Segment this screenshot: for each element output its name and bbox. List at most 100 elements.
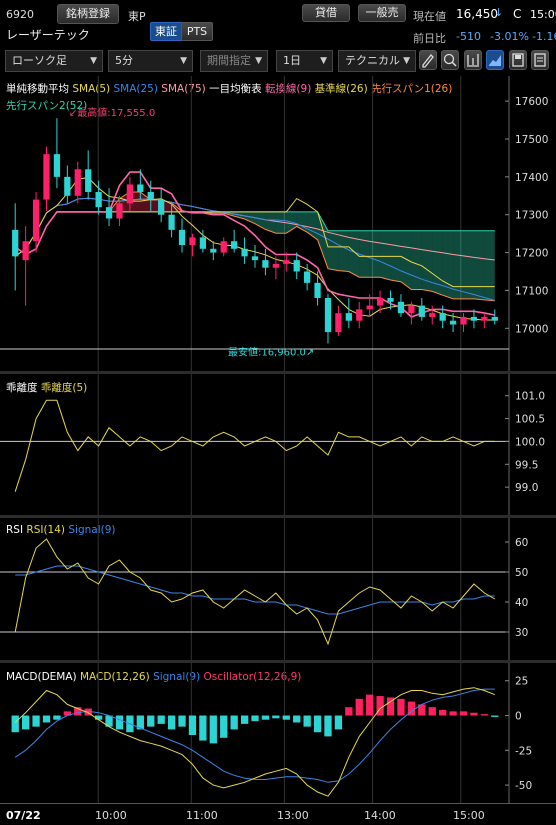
- panel-divider[interactable]: [0, 660, 556, 663]
- candle: [376, 298, 384, 306]
- candle: [147, 192, 154, 200]
- axis-tick-label: 17400: [515, 172, 548, 184]
- ichimoku-cloud: [348, 230, 360, 278]
- axis-tick-label: 100.5: [515, 414, 545, 426]
- axis-tick-label: 0: [515, 711, 522, 723]
- macd-legend: MACD(DEMA) MACD(12,26) Signal(9) Oscilla…: [6, 671, 301, 683]
- ichimoku-cloud: [484, 230, 495, 301]
- candle: [178, 229, 186, 245]
- rsi-panel[interactable]: RSI RSI(14) Signal(9) 60 50 40 30: [0, 518, 556, 660]
- candle: [449, 320, 457, 325]
- axis-tick-label: 60: [515, 537, 528, 549]
- deviation-legend: 乖離度 乖離度(5): [6, 380, 87, 395]
- macd-panel[interactable]: MACD(DEMA) MACD(12,26) Signal(9) Oscilla…: [0, 663, 556, 803]
- candle: [241, 248, 248, 257]
- oscillator-bar: [230, 715, 238, 730]
- change-label: 前日比: [413, 32, 446, 45]
- time-tick: 15:00: [453, 809, 485, 822]
- zoom-icon[interactable]: [441, 50, 459, 70]
- ichimoku-cloud: [338, 230, 349, 272]
- oscillator-bar: [282, 715, 290, 720]
- oscillator-bar: [345, 707, 353, 716]
- oscillator-bar: [105, 715, 113, 727]
- oscillator-bar: [261, 715, 270, 720]
- oscillator-bar: [147, 715, 155, 727]
- candle: [64, 176, 71, 196]
- interval-select[interactable]: 5分 ▼: [108, 50, 193, 72]
- oscillator-bar: [251, 715, 259, 722]
- oscillator-bar: [334, 715, 343, 730]
- ichimoku-cloud: [473, 230, 485, 300]
- price-chart[interactable]: 17600 17500 17400 17300 17200 17100 17000 ↙最高値:…: [0, 76, 556, 371]
- candle: [22, 241, 29, 261]
- deviation-chart[interactable]: 101.0 100.5 100.0 99.5 99.0: [0, 374, 556, 515]
- axis-tick-label: 99.5: [515, 459, 538, 471]
- period-value: 期間指定: [207, 54, 251, 67]
- candle: [43, 154, 50, 200]
- change-percent: -3.01%: [490, 30, 529, 43]
- oscillator-bar: [293, 715, 301, 723]
- candle: [366, 305, 373, 310]
- ichimoku-cloud: [380, 230, 391, 281]
- oscillator-bar: [115, 715, 124, 730]
- period-select[interactable]: 期間指定 ▼: [200, 50, 268, 72]
- chevron-down-icon: ▼: [255, 56, 262, 66]
- oscillator-bar: [491, 715, 499, 717]
- candle: [314, 282, 321, 298]
- price-panel[interactable]: 単純移動平均 SMA(5) SMA(25) SMA(75) 一目均衡表 転換線(…: [0, 76, 556, 371]
- compare-icon[interactable]: [464, 50, 482, 70]
- header: 6920 銘柄登録 東P 東証 PTS レーザーテック 貸借 一般売 現在値 1…: [0, 0, 556, 48]
- candle: [481, 316, 488, 321]
- ichimoku-cloud: [265, 211, 276, 234]
- line-chart-icon[interactable]: [486, 50, 504, 70]
- legend-item: Signal(9): [68, 524, 116, 536]
- oscillator-bar: [157, 715, 165, 724]
- candle: [189, 237, 196, 245]
- ichimoku-cloud: [317, 211, 328, 269]
- oscillator-bar: [459, 711, 468, 716]
- panel-divider[interactable]: [0, 515, 556, 518]
- oscillator-bar: [386, 697, 395, 716]
- date-label: 07/22: [6, 809, 41, 822]
- panel-divider[interactable]: [0, 371, 556, 374]
- settings-icon[interactable]: [531, 50, 549, 70]
- legend-item: 基準線(26): [314, 83, 368, 95]
- legend-item: 単純移動平均: [6, 83, 69, 95]
- axis-tick-label: 17500: [515, 134, 548, 146]
- candle: [293, 260, 300, 272]
- legend-item: 乖離度(5): [40, 382, 88, 394]
- macd-chart[interactable]: 25 0 -25 -50: [0, 663, 556, 803]
- ichimoku-cloud: [453, 230, 464, 299]
- oscillator-bar: [74, 707, 82, 716]
- oscillator-bar: [178, 715, 186, 727]
- candle: [460, 316, 467, 325]
- axis-tick-label: 101.0: [515, 391, 545, 403]
- tab-pts[interactable]: PTS: [181, 22, 213, 41]
- candle: [283, 260, 290, 264]
- candle: [95, 192, 102, 208]
- ichimoku-cloud: [244, 211, 255, 224]
- oscillator-bar: [418, 704, 426, 716]
- high-annotation: ↙最高値:17,555.0: [69, 106, 155, 119]
- candle: [251, 256, 259, 261]
- watchlist-button[interactable]: 銘柄登録: [57, 4, 119, 24]
- legend-item: 先行スパン1(26): [371, 83, 453, 95]
- deviation-panel[interactable]: 乖離度 乖離度(5) 101.0 100.5 100.0 99.5 99.0: [0, 374, 556, 515]
- macd-line: [14, 687, 495, 797]
- tab-tse[interactable]: 東証: [150, 22, 182, 41]
- oscillator-bar: [84, 708, 92, 716]
- oscillator-bar: [376, 696, 384, 716]
- legend-span2: 先行スパン2(52): [6, 100, 88, 112]
- candle: [210, 248, 217, 253]
- ichimoku-cloud: [327, 230, 339, 271]
- save-icon[interactable]: [509, 50, 527, 70]
- price-down-arrow: ↓: [494, 6, 504, 19]
- time-tick: 13:00: [277, 809, 309, 822]
- technical-select[interactable]: テクニカル ▼: [338, 50, 416, 72]
- pen-icon[interactable]: [419, 50, 437, 70]
- ichimoku-cloud: [421, 230, 433, 292]
- chart-type-select[interactable]: ローソク足 ▼: [5, 50, 103, 72]
- range-select[interactable]: 1日 ▼: [276, 50, 333, 72]
- rsi-chart[interactable]: 60 50 40 30: [0, 518, 556, 660]
- ichimoku-cloud: [411, 230, 422, 290]
